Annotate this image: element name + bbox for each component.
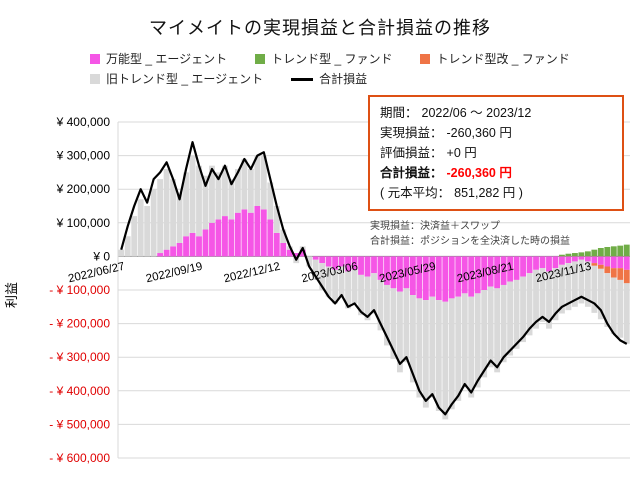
svg-text:利益: 利益	[4, 282, 19, 308]
svg-text:¥ 0: ¥ 0	[92, 249, 110, 263]
svg-text:- ¥ 300,000: - ¥ 300,000	[49, 350, 110, 364]
green-swatch-icon	[255, 54, 266, 64]
svg-text:2022/12/12: 2022/12/12	[223, 261, 282, 286]
summary-principal-avg: ( 元本平均： 851,282 円 )	[380, 186, 523, 200]
legend-item-old-trend-agent: 旧トレンド型 _ エージェント	[90, 70, 263, 88]
legend: 万能型 _ エージェント トレンド型 _ ファンド トレンド型改 _ ファンド …	[90, 50, 640, 88]
legend-label: 旧トレンド型 _ エージェント	[106, 72, 264, 86]
summary-realized-pl: 実現損益： -260,360 円	[380, 126, 512, 140]
legend-label: 万能型 _ エージェント	[106, 52, 228, 66]
summary-valuation-pl: 評価損益： +0 円	[380, 146, 477, 160]
footnote-realized: 実現損益：決済益＋スワップ	[370, 221, 500, 232]
orange-swatch-icon	[420, 54, 431, 64]
svg-text:- ¥ 200,000: - ¥ 200,000	[49, 317, 110, 331]
summary-box: 期間： 2022/06 ～ 2023/12 実現損益： -260,360 円 評価損…	[368, 95, 624, 211]
svg-text:2022/09/19: 2022/09/19	[145, 261, 204, 286]
svg-text:¥ 200,000: ¥ 200,000	[56, 182, 111, 196]
footnote-total: 合計損益：ポジションを全決済した時の損益	[370, 236, 570, 247]
legend-label: トレンド型 _ ファンド	[271, 52, 393, 66]
legend-row-2: 旧トレンド型 _ エージェント 合計損益	[90, 70, 640, 88]
legend-item-universal-agent: 万能型 _ エージェント	[90, 50, 227, 68]
footnotes: 実現損益：決済益＋スワップ 合計損益：ポジションを全決済した時の損益	[370, 219, 570, 249]
svg-text:2022/06/27: 2022/06/27	[67, 261, 126, 286]
legend-item-total-line: 合計損益	[291, 70, 367, 88]
svg-text:- ¥ 400,000: - ¥ 400,000	[49, 384, 110, 398]
summary-total-pl: 合計損益： -260,360 円	[380, 166, 512, 180]
summary-period: 期間： 2022/06 ～ 2023/12	[380, 106, 532, 120]
pink-swatch-icon	[90, 54, 100, 64]
legend-label: 合計損益	[319, 72, 368, 86]
gray-swatch-icon	[90, 74, 100, 84]
chart-title: マイメイトの実現損益と合計損益の推移	[149, 18, 491, 38]
line-swatch-icon	[291, 77, 314, 81]
svg-text:¥ 100,000: ¥ 100,000	[56, 216, 111, 230]
svg-text:¥ 300,000: ¥ 300,000	[56, 149, 111, 163]
svg-text:- ¥ 500,000: - ¥ 500,000	[49, 417, 110, 431]
svg-text:- ¥ 100,000: - ¥ 100,000	[49, 283, 110, 297]
svg-text:¥ 400,000: ¥ 400,000	[56, 115, 111, 129]
svg-text:- ¥ 600,000: - ¥ 600,000	[49, 451, 110, 465]
legend-item-trend-fund: トレンド型 _ ファンド	[255, 50, 392, 68]
legend-row-1: 万能型 _ エージェント トレンド型 _ ファンド トレンド型改 _ ファンド	[90, 50, 640, 68]
legend-label: トレンド型改 _ ファンド	[436, 52, 570, 66]
legend-item-trend-kai-fund: トレンド型改 _ ファンド	[420, 50, 570, 68]
